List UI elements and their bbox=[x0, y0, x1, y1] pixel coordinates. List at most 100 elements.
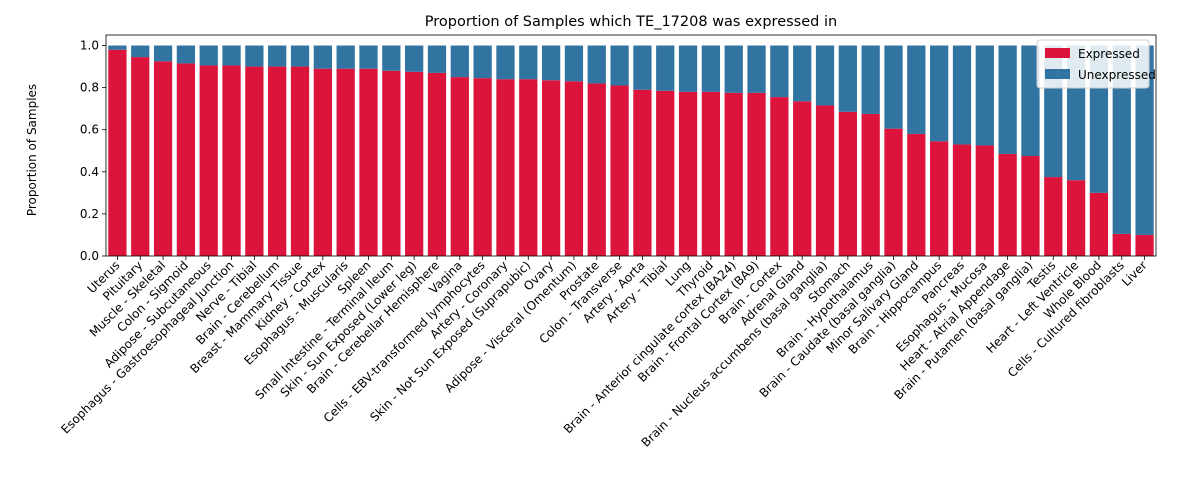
bar-unexpressed bbox=[131, 45, 150, 58]
bar-expressed bbox=[1112, 233, 1131, 256]
bar-expressed bbox=[268, 66, 287, 256]
bar-unexpressed bbox=[496, 45, 515, 80]
bar-unexpressed bbox=[952, 45, 972, 145]
legend-label: Expressed bbox=[1078, 47, 1140, 61]
bar-expressed bbox=[336, 68, 355, 256]
bar-unexpressed bbox=[998, 45, 1017, 154]
y-tick-label: 1.0 bbox=[80, 39, 99, 53]
legend-swatch bbox=[1045, 69, 1070, 79]
legend-label: Unexpressed bbox=[1078, 68, 1156, 82]
bar-expressed bbox=[975, 145, 994, 256]
chart-title: Proportion of Samples which TE_17208 was… bbox=[425, 14, 837, 30]
bar-unexpressed bbox=[405, 45, 424, 72]
bar-expressed bbox=[108, 49, 127, 256]
bar-expressed bbox=[724, 92, 743, 256]
bar-unexpressed bbox=[838, 45, 857, 112]
y-tick-label: 0.8 bbox=[80, 81, 99, 95]
bar-expressed bbox=[222, 65, 241, 257]
bar-unexpressed bbox=[975, 45, 994, 146]
bar-expressed bbox=[587, 83, 606, 257]
bar-expressed bbox=[861, 113, 880, 256]
bar-expressed bbox=[450, 77, 469, 256]
bar-unexpressed bbox=[907, 45, 926, 134]
bar-expressed bbox=[770, 97, 789, 256]
bar-unexpressed bbox=[724, 45, 743, 93]
bar-unexpressed bbox=[770, 45, 789, 98]
bar-expressed bbox=[427, 72, 447, 256]
bar-unexpressed bbox=[290, 45, 310, 67]
x-tick-label: Liver bbox=[1119, 258, 1150, 289]
bar-unexpressed bbox=[359, 45, 378, 69]
bar-expressed bbox=[1044, 177, 1063, 256]
bar-expressed bbox=[998, 153, 1017, 256]
bar-unexpressed bbox=[268, 45, 287, 67]
bar-expressed bbox=[747, 92, 766, 256]
bar-unexpressed bbox=[382, 45, 401, 71]
bar-unexpressed bbox=[587, 45, 606, 84]
bar-unexpressed bbox=[793, 45, 812, 102]
bar-expressed bbox=[131, 57, 150, 256]
bar-expressed bbox=[473, 78, 492, 257]
bar-expressed bbox=[313, 68, 332, 256]
bar-unexpressed bbox=[176, 45, 196, 64]
bar-unexpressed bbox=[1112, 45, 1131, 234]
bar-unexpressed bbox=[656, 45, 675, 91]
bars-group bbox=[108, 45, 1154, 257]
bar-unexpressed bbox=[519, 45, 538, 80]
bar-expressed bbox=[1089, 192, 1109, 256]
bar-expressed bbox=[564, 81, 584, 256]
y-tick-label: 0.0 bbox=[80, 249, 99, 263]
plot-frame bbox=[105, 34, 1157, 257]
bar-unexpressed bbox=[1021, 45, 1040, 157]
bar-unexpressed bbox=[313, 45, 332, 69]
bar-expressed bbox=[838, 111, 857, 256]
bar-expressed bbox=[610, 85, 629, 256]
bar-unexpressed bbox=[1135, 45, 1154, 235]
bar-expressed bbox=[633, 89, 652, 256]
bar-unexpressed bbox=[473, 45, 492, 79]
bar-unexpressed bbox=[610, 45, 629, 86]
bar-expressed bbox=[907, 133, 926, 256]
bar-expressed bbox=[701, 91, 721, 256]
bar-expressed bbox=[519, 79, 538, 256]
bar-unexpressed bbox=[564, 45, 584, 82]
bar-expressed bbox=[1021, 156, 1040, 256]
y-tick-label: 0.2 bbox=[80, 207, 99, 221]
bar-expressed bbox=[1135, 234, 1154, 256]
bar-expressed bbox=[290, 66, 310, 256]
legend: Expressed Unexpressed bbox=[1036, 39, 1156, 89]
bar-unexpressed bbox=[199, 45, 218, 66]
y-axis-label: Proportion of Samples bbox=[25, 84, 39, 216]
y-ticks-group: 0.0 0.2 0.4 0.6 0.8 1.0 bbox=[80, 39, 106, 263]
bar-expressed bbox=[1066, 180, 1086, 256]
bar-expressed bbox=[176, 63, 196, 256]
bar-unexpressed bbox=[427, 45, 447, 73]
bar-expressed bbox=[199, 65, 218, 257]
bar-unexpressed bbox=[153, 45, 173, 62]
bar-expressed bbox=[815, 105, 835, 256]
bar-unexpressed bbox=[678, 45, 698, 92]
bar-expressed bbox=[496, 79, 515, 256]
bar-unexpressed bbox=[450, 45, 469, 78]
bar-expressed bbox=[678, 91, 698, 256]
bar-expressed bbox=[952, 144, 972, 256]
bar-unexpressed bbox=[861, 45, 880, 114]
bar-expressed bbox=[405, 71, 424, 256]
bar-unexpressed bbox=[815, 45, 835, 106]
bar-expressed bbox=[656, 90, 675, 257]
bar-unexpressed bbox=[633, 45, 652, 90]
bar-unexpressed bbox=[222, 45, 241, 66]
bar-expressed bbox=[541, 80, 561, 256]
bar-unexpressed bbox=[884, 45, 903, 129]
bar-unexpressed bbox=[336, 45, 355, 69]
bar-expressed bbox=[382, 70, 401, 257]
bar-expressed bbox=[359, 68, 378, 256]
bar-unexpressed bbox=[930, 45, 949, 142]
bar-expressed bbox=[153, 61, 173, 256]
bar-unexpressed bbox=[541, 45, 561, 81]
bar-expressed bbox=[930, 141, 949, 256]
bar-unexpressed bbox=[747, 45, 766, 93]
bar-expressed bbox=[245, 66, 264, 256]
